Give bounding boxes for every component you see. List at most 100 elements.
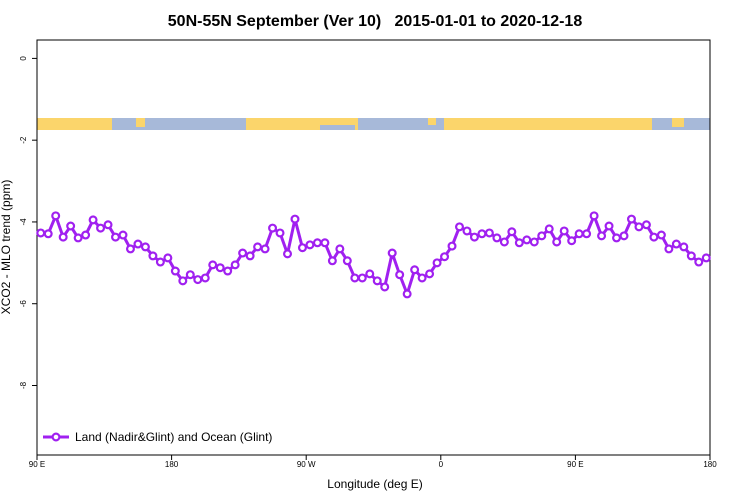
chart-title: 50N-55N September (Ver 10) 2015-01-01 to… <box>168 13 583 30</box>
x-axis-label: Longitude (deg E) <box>327 477 422 491</box>
data-point <box>656 230 666 240</box>
y-tick-label: 0 <box>19 56 28 61</box>
data-point <box>589 211 599 221</box>
data-point <box>208 260 218 270</box>
data-point <box>462 226 472 236</box>
data-point <box>260 244 270 254</box>
data-point <box>215 263 225 273</box>
data-point <box>582 229 592 239</box>
data-point <box>81 230 91 240</box>
x-tick-label: 180 <box>165 460 179 469</box>
data-point <box>327 256 337 266</box>
data-point <box>537 231 547 241</box>
land-band <box>136 118 145 127</box>
data-point <box>357 273 367 283</box>
data-point <box>507 227 517 237</box>
data-point <box>664 244 674 254</box>
land-band <box>428 118 436 125</box>
data-point <box>51 211 61 221</box>
data-point <box>380 282 390 292</box>
data-point <box>559 226 569 236</box>
data-point <box>58 232 68 242</box>
data-point <box>387 248 397 258</box>
data-point <box>163 253 173 263</box>
data-point <box>671 239 681 249</box>
data-point <box>148 251 158 261</box>
data-point <box>641 220 651 230</box>
x-tick-label: 180 <box>703 460 717 469</box>
land-band <box>672 118 684 127</box>
data-point <box>365 269 375 279</box>
data-point <box>111 232 121 242</box>
data-point <box>297 243 307 253</box>
data-point <box>305 240 315 250</box>
data-point <box>96 223 106 233</box>
data-point <box>73 233 83 243</box>
data-point <box>514 238 524 248</box>
data-point <box>694 257 704 267</box>
data-point <box>492 233 502 243</box>
ocean-band <box>320 125 355 130</box>
data-point <box>170 266 180 276</box>
data-point <box>440 252 450 262</box>
y-tick-label: -6 <box>19 300 28 308</box>
legend-swatch-point <box>51 432 61 442</box>
data-point <box>425 269 435 279</box>
y-tick-label: -2 <box>19 136 28 144</box>
x-tick-label: 90 W <box>297 460 316 469</box>
data-point <box>283 249 293 259</box>
y-axis-label: XCO2 - MLO trend (ppm) <box>0 180 13 315</box>
data-point <box>253 242 263 252</box>
data-point <box>679 242 689 252</box>
data-point <box>320 238 330 248</box>
data-point <box>335 244 345 254</box>
data-point <box>395 270 405 280</box>
data-point <box>268 223 278 233</box>
data-point <box>432 258 442 268</box>
data-point <box>634 222 644 232</box>
x-tick-label: 90 E <box>29 460 45 469</box>
land-band <box>37 118 112 130</box>
data-point <box>193 275 203 285</box>
y-tick-label: -8 <box>19 381 28 389</box>
data-point <box>597 231 607 241</box>
data-point <box>701 253 711 263</box>
data-point <box>552 237 562 247</box>
data-point <box>574 229 584 239</box>
data-point <box>544 224 554 234</box>
data-point <box>402 289 412 299</box>
data-point <box>529 237 539 247</box>
data-point <box>245 251 255 261</box>
data-point <box>155 257 165 267</box>
data-point <box>178 276 188 286</box>
data-point <box>223 266 233 276</box>
data-point <box>686 251 696 261</box>
data-point <box>230 260 240 270</box>
data-point <box>350 273 360 283</box>
data-point <box>88 215 98 225</box>
data-point <box>342 256 352 266</box>
data-point <box>484 228 494 238</box>
x-tick-label: 90 E <box>567 460 583 469</box>
data-point <box>417 273 427 283</box>
data-point <box>619 231 629 241</box>
data-point <box>649 232 659 242</box>
data-point <box>118 230 128 240</box>
plot-frame <box>36 39 711 456</box>
data-point <box>290 214 300 224</box>
data-point <box>43 229 53 239</box>
data-point <box>499 237 509 247</box>
data-point <box>103 220 113 230</box>
data-point <box>626 214 636 224</box>
data-point <box>125 244 135 254</box>
legend-label: Land (Nadir&Glint) and Ocean (Glint) <box>75 430 272 444</box>
data-point <box>140 242 150 252</box>
data-point <box>200 273 210 283</box>
data-point <box>567 236 577 246</box>
data-point <box>36 228 46 238</box>
data-point <box>185 270 195 280</box>
y-tick-label: -4 <box>19 218 28 226</box>
data-point <box>275 228 285 238</box>
land-ocean-strip <box>37 118 710 130</box>
